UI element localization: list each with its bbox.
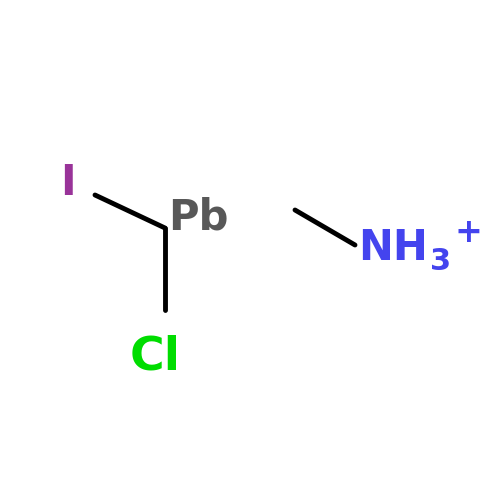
Text: Pb: Pb — [168, 197, 228, 239]
Text: +: + — [455, 216, 483, 248]
Text: Cl: Cl — [130, 335, 180, 380]
Text: I: I — [60, 162, 76, 204]
Text: NH: NH — [358, 227, 428, 269]
Text: 3: 3 — [430, 248, 451, 276]
